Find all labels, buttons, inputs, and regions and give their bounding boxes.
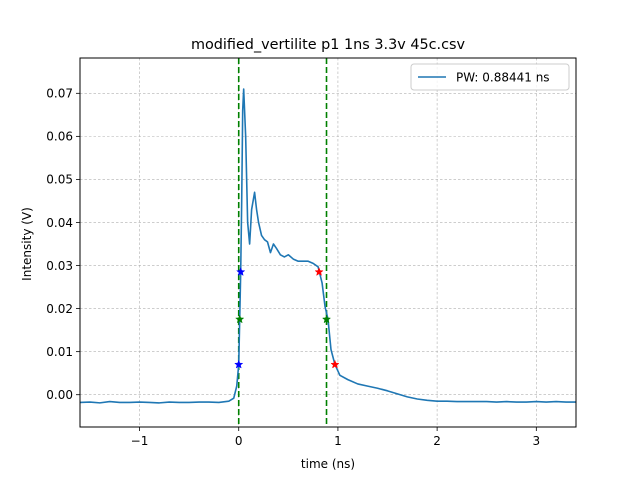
- x-tick-label: −1: [131, 434, 149, 448]
- x-tick-label: 0: [235, 434, 243, 448]
- threshold-star-marker: [235, 314, 245, 324]
- y-tick-label: 0.07: [46, 87, 73, 101]
- y-axis-label: Intensity (V): [20, 207, 34, 281]
- y-tick-label: 0.05: [46, 173, 73, 187]
- x-tick-label: 3: [532, 434, 540, 448]
- series-layer: [79, 88, 576, 404]
- x-tick-label: 1: [334, 434, 342, 448]
- chart-title: modified_vertilite p1 1ns 3.3v 45c.csv: [191, 37, 466, 53]
- x-axis-label: time (ns): [301, 457, 355, 471]
- y-tick-label: 0.00: [46, 388, 73, 402]
- tick-layer: −1 0 1 2 3 0.00 0.01 0.02 0.03 0.04 0.05 0.06 0.07: [46, 87, 540, 448]
- threshold-star-marker: [314, 267, 324, 276]
- y-tick-label: 0.02: [46, 302, 73, 316]
- legend: PW: 0.88441 ns: [410, 63, 570, 91]
- threshold-star-marker: [321, 314, 332, 324]
- y-tick-label: 0.01: [46, 345, 73, 359]
- threshold-star-marker: [234, 359, 244, 369]
- y-tick-label: 0.03: [46, 259, 73, 273]
- threshold-star-marker: [236, 267, 246, 276]
- legend-label: PW: 0.88441 ns: [456, 71, 550, 85]
- legend-box: [410, 63, 570, 91]
- x-tick-label: 2: [433, 434, 441, 448]
- threshold-star-marker: [330, 359, 340, 369]
- grid-layer: [80, 58, 576, 427]
- y-tick-label: 0.04: [46, 216, 73, 230]
- plot-frame: [79, 57, 577, 428]
- series-line: [79, 88, 576, 404]
- y-tick-label: 0.06: [46, 130, 73, 144]
- marker-layer: [234, 267, 340, 369]
